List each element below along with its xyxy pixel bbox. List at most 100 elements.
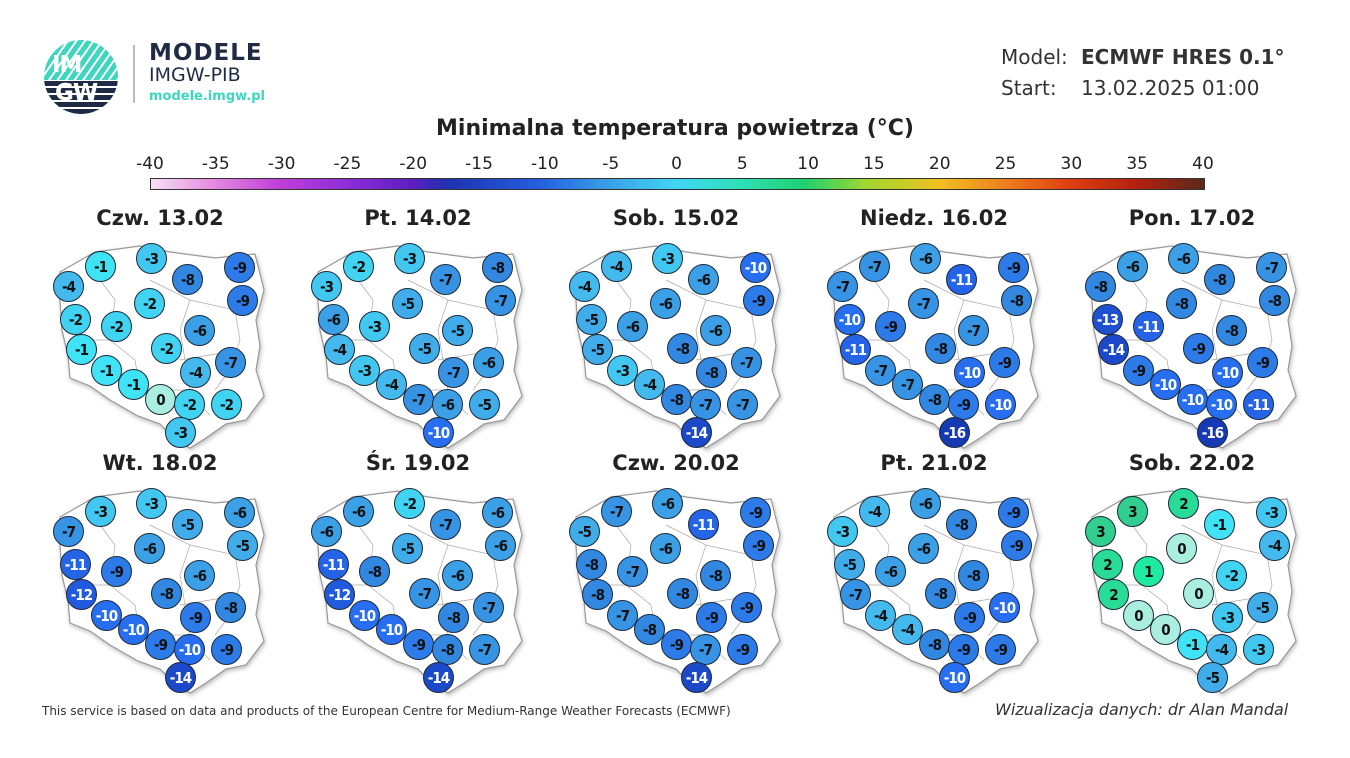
station-value: -2 <box>174 389 205 420</box>
station-value: -10 <box>939 662 970 693</box>
imgw-logo-icon: IM GW <box>44 40 118 114</box>
station-value: -1 <box>118 369 149 400</box>
station-value: -2 <box>151 333 182 364</box>
station-value: -8 <box>919 384 950 415</box>
station-value: -5 <box>469 389 500 420</box>
station-value: -14 <box>1098 334 1129 365</box>
station-value: -11 <box>688 509 719 540</box>
station-value: -6 <box>485 530 516 561</box>
station-value: -3 <box>1212 602 1243 633</box>
station-value: -7 <box>908 288 939 319</box>
poland-map: -4 -4 -3 -6 -10 -9 -5 -6 -6 -6 -5 -8 -7 -3 -8 -4 -8 -7 -7-… <box>556 240 796 480</box>
station-value: -1 <box>1204 509 1235 540</box>
station-value: -6 <box>473 347 504 378</box>
station-value: -2 <box>60 304 91 335</box>
station-value: 2 <box>1168 488 1199 519</box>
station-value: -7 <box>958 315 989 346</box>
station-value: -7 <box>690 389 721 420</box>
station-value: -3 <box>349 355 380 386</box>
start-value: 13.02.2025 01:00 <box>1081 76 1260 100</box>
station-value: -2 <box>211 389 242 420</box>
poland-map: -8 -6 -6 -8 -7 -8 -13 -11 -8 -8 -14 -9 -9 -9 -10 -10 -10… <box>1072 240 1312 480</box>
station-value: -6 <box>617 311 648 342</box>
map-title: Czw. 13.02 <box>96 206 224 230</box>
station-value: -14 <box>681 417 712 448</box>
station-value: -3 <box>827 516 858 547</box>
station-value: -8 <box>215 592 246 623</box>
station-value: -5 <box>569 516 600 547</box>
station-value: -6 <box>908 533 939 564</box>
station-value: -9 <box>403 629 434 660</box>
station-value: -11 <box>840 334 871 365</box>
station-value: -5 <box>392 533 423 564</box>
station-value: -7 <box>438 357 469 388</box>
station-value: -9 <box>180 602 211 633</box>
station-value: -9 <box>743 530 774 561</box>
station-value: -4 <box>376 369 407 400</box>
station-value: -7 <box>827 271 858 302</box>
logo-url[interactable]: modele.imgw.pl <box>149 89 265 104</box>
station-value: -6 <box>652 488 683 519</box>
station-value: -8 <box>925 578 956 609</box>
station-value: -6 <box>650 533 681 564</box>
station-value: -9 <box>1183 333 1214 364</box>
station-value: -10 <box>118 614 149 645</box>
station-value: -10 <box>91 600 122 631</box>
station-value: -4 <box>865 600 896 631</box>
station-value: -10 <box>349 600 380 631</box>
colorbar-tick: 40 <box>1192 154 1214 174</box>
logo-title: MODELE <box>149 40 263 66</box>
footer-source: This service is based on data and produc… <box>42 704 731 718</box>
station-value: -4 <box>569 271 600 302</box>
station-value: -1 <box>1177 629 1208 660</box>
station-value: -4 <box>892 614 923 645</box>
station-value: -9 <box>224 252 255 283</box>
station-value: -8 <box>438 602 469 633</box>
station-value: -7 <box>617 556 648 587</box>
colorbar-tick: -5 <box>602 154 620 174</box>
station-value: -6 <box>688 264 719 295</box>
station-value: -8 <box>1216 315 1247 346</box>
station-value: -8 <box>482 252 513 283</box>
station-value: -6 <box>650 288 681 319</box>
station-value: -6 <box>1168 243 1199 274</box>
station-value: -14 <box>681 662 712 693</box>
station-value: -8 <box>1204 264 1235 295</box>
station-value: -6 <box>910 243 941 274</box>
station-value: -5 <box>442 315 473 346</box>
station-value: -9 <box>948 634 979 665</box>
station-value: 0 <box>1183 578 1214 609</box>
station-value: -9 <box>740 497 771 528</box>
station-value: -14 <box>165 662 196 693</box>
colorbar-tick: 25 <box>994 154 1017 174</box>
station-value: -11 <box>1133 311 1164 342</box>
station-value: -3 <box>165 417 196 448</box>
station-value: -9 <box>696 602 727 633</box>
station-value: -6 <box>875 556 906 587</box>
station-value: -3 <box>652 243 683 274</box>
station-value: -5 <box>392 288 423 319</box>
poland-map: -7 -7 -6 -11 -9 -8 -10 -9 -7 -7 -11 -8 -9 -7 -10 -7 -8 -9… <box>814 240 1054 480</box>
station-value: -8 <box>1085 271 1116 302</box>
station-value: -2 <box>394 488 425 519</box>
station-value: -7 <box>731 347 762 378</box>
station-value: -3 <box>136 488 167 519</box>
colorbar-tick: 15 <box>863 154 885 174</box>
station-value: -8 <box>582 579 613 610</box>
colorbar-tick: -30 <box>267 154 296 174</box>
model-label: Model: <box>1001 45 1068 69</box>
station-value: -8 <box>634 614 665 645</box>
station-value: -7 <box>859 251 890 282</box>
station-value: -8 <box>1001 285 1032 316</box>
station-value: -1 <box>85 251 116 282</box>
station-value: -12 <box>66 579 97 610</box>
colorbar-tick: 10 <box>797 154 819 174</box>
colorbar-tick: -10 <box>530 154 559 174</box>
station-value: -9 <box>985 634 1016 665</box>
station-value: 0 <box>1150 614 1181 645</box>
station-value: -8 <box>1166 288 1197 319</box>
station-value: 0 <box>145 384 176 415</box>
station-value: -5 <box>582 334 613 365</box>
station-value: -5 <box>576 304 607 335</box>
station-value: -13 <box>1092 304 1123 335</box>
